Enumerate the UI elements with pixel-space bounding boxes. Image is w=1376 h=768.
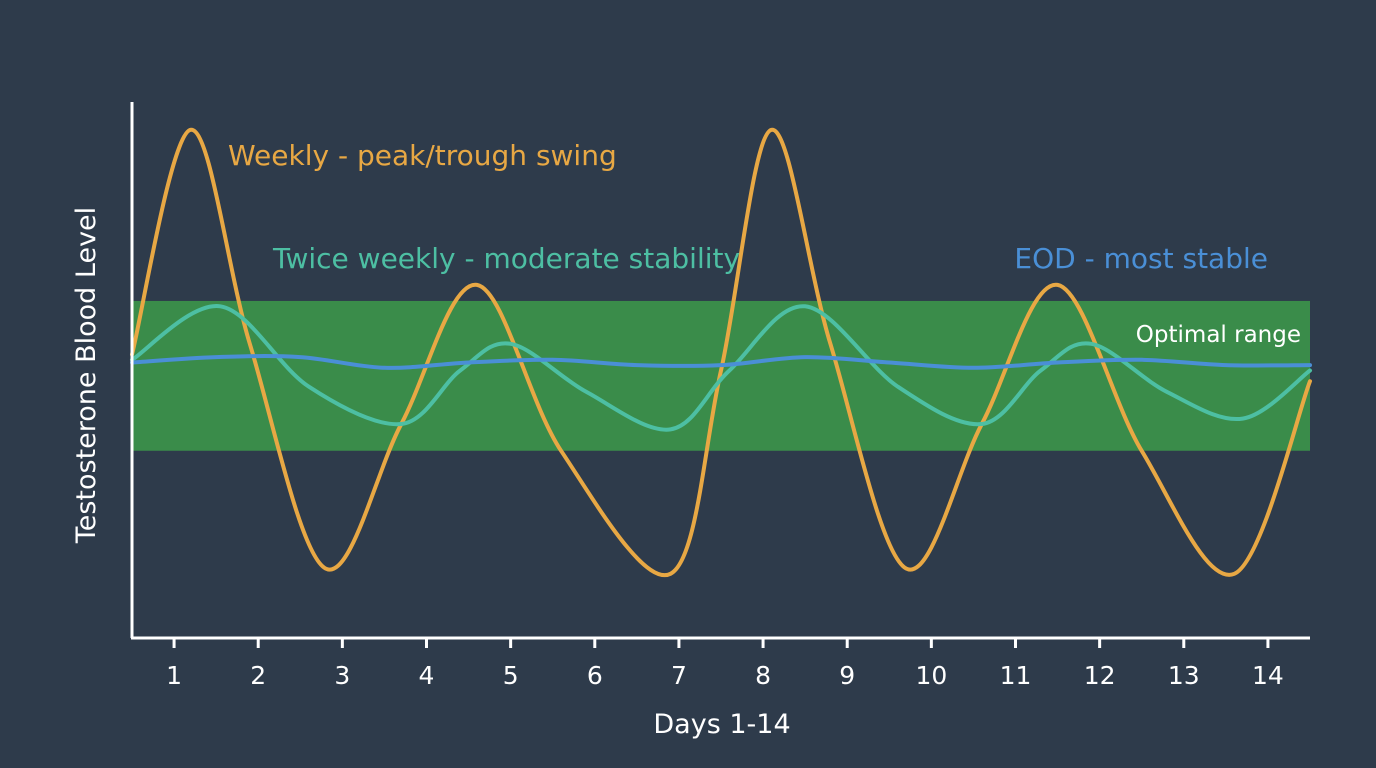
x-tick-label: 5 [503,661,519,690]
weekly-series-line [130,127,1312,578]
x-tick-label: 2 [250,661,266,690]
x-tick-label: 11 [1000,661,1032,690]
x-axis-title: Days 1-14 [653,709,790,740]
x-tick-label: 9 [839,661,855,690]
x-tick-label: 4 [419,661,435,690]
y-axis-title: Testosterone Blood Level [71,207,102,544]
x-ticks: 1 2 3 4 5 6 7 8 9 10 11 12 13 14 [166,638,1284,690]
twice-weekly-series-line [130,304,1312,432]
x-tick-label: 6 [587,661,603,690]
x-tick-label: 13 [1168,661,1200,690]
x-tick-label: 8 [755,661,771,690]
eod-series-line [130,354,1312,370]
x-tick-label: 1 [166,661,182,690]
x-tick-label: 10 [915,661,947,690]
x-tick-label: 7 [671,661,687,690]
x-tick-label: 12 [1084,661,1116,690]
twice-weekly-series-label: Twice weekly - moderate stability [272,242,740,275]
series-layer [130,127,1312,578]
weekly-series-label: Weekly - peak/trough swing [228,139,617,172]
x-tick-label: 14 [1252,661,1284,690]
optimal-range-label: Optimal range [1136,322,1301,348]
x-tick-label: 3 [334,661,350,690]
eod-series-label: EOD - most stable [1014,242,1268,275]
